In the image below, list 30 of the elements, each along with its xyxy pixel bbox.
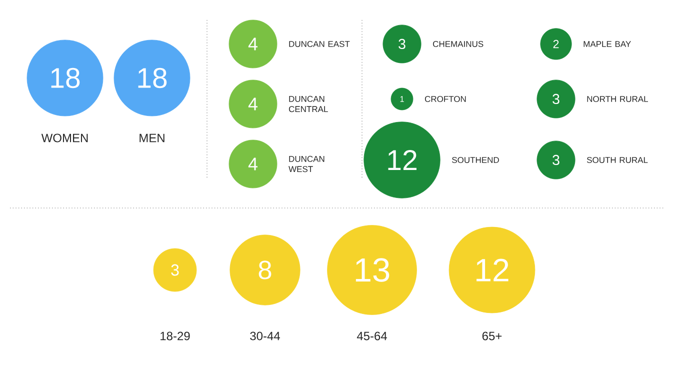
category-label: 65+ <box>482 332 502 340</box>
data-label: 4 <box>248 158 258 170</box>
data-label: 3 <box>552 94 560 104</box>
category-label: DUNCAN CENTRAL <box>288 96 328 112</box>
data-label: 13 <box>356 258 390 282</box>
data-label: 18 <box>51 68 80 88</box>
category-label: 45-64 <box>356 332 387 340</box>
data-label: 3 <box>171 264 179 276</box>
data-label: 3 <box>398 38 406 50</box>
category-label: 30-44 <box>250 332 280 340</box>
category-label: 18-29 <box>160 332 190 340</box>
data-label: 4 <box>248 98 258 110</box>
data-label: 4 <box>248 38 258 50</box>
data-label: 8 <box>258 260 272 280</box>
category-label: MAPLE BAY <box>584 41 631 47</box>
data-label: 12 <box>388 150 416 170</box>
category-label: DUNCAN WEST <box>288 156 324 172</box>
category-label: CROFTON <box>424 96 466 102</box>
category-label: DUNCAN EAST <box>289 40 350 47</box>
category-label: MEN <box>140 134 164 142</box>
data-label: 2 <box>553 40 559 48</box>
data-label: 18 <box>138 68 167 88</box>
category-label: WOMEN <box>41 134 88 142</box>
data-label: 12 <box>476 258 508 282</box>
category-label: NORTH RURAL <box>587 96 648 102</box>
data-label: 1 <box>400 96 404 102</box>
category-label: SOUTH RURAL <box>586 156 648 163</box>
category-label: SOUTHEND <box>452 156 499 163</box>
category-label: CHEMAINUS <box>433 40 484 47</box>
data-label: 3 <box>552 154 560 166</box>
